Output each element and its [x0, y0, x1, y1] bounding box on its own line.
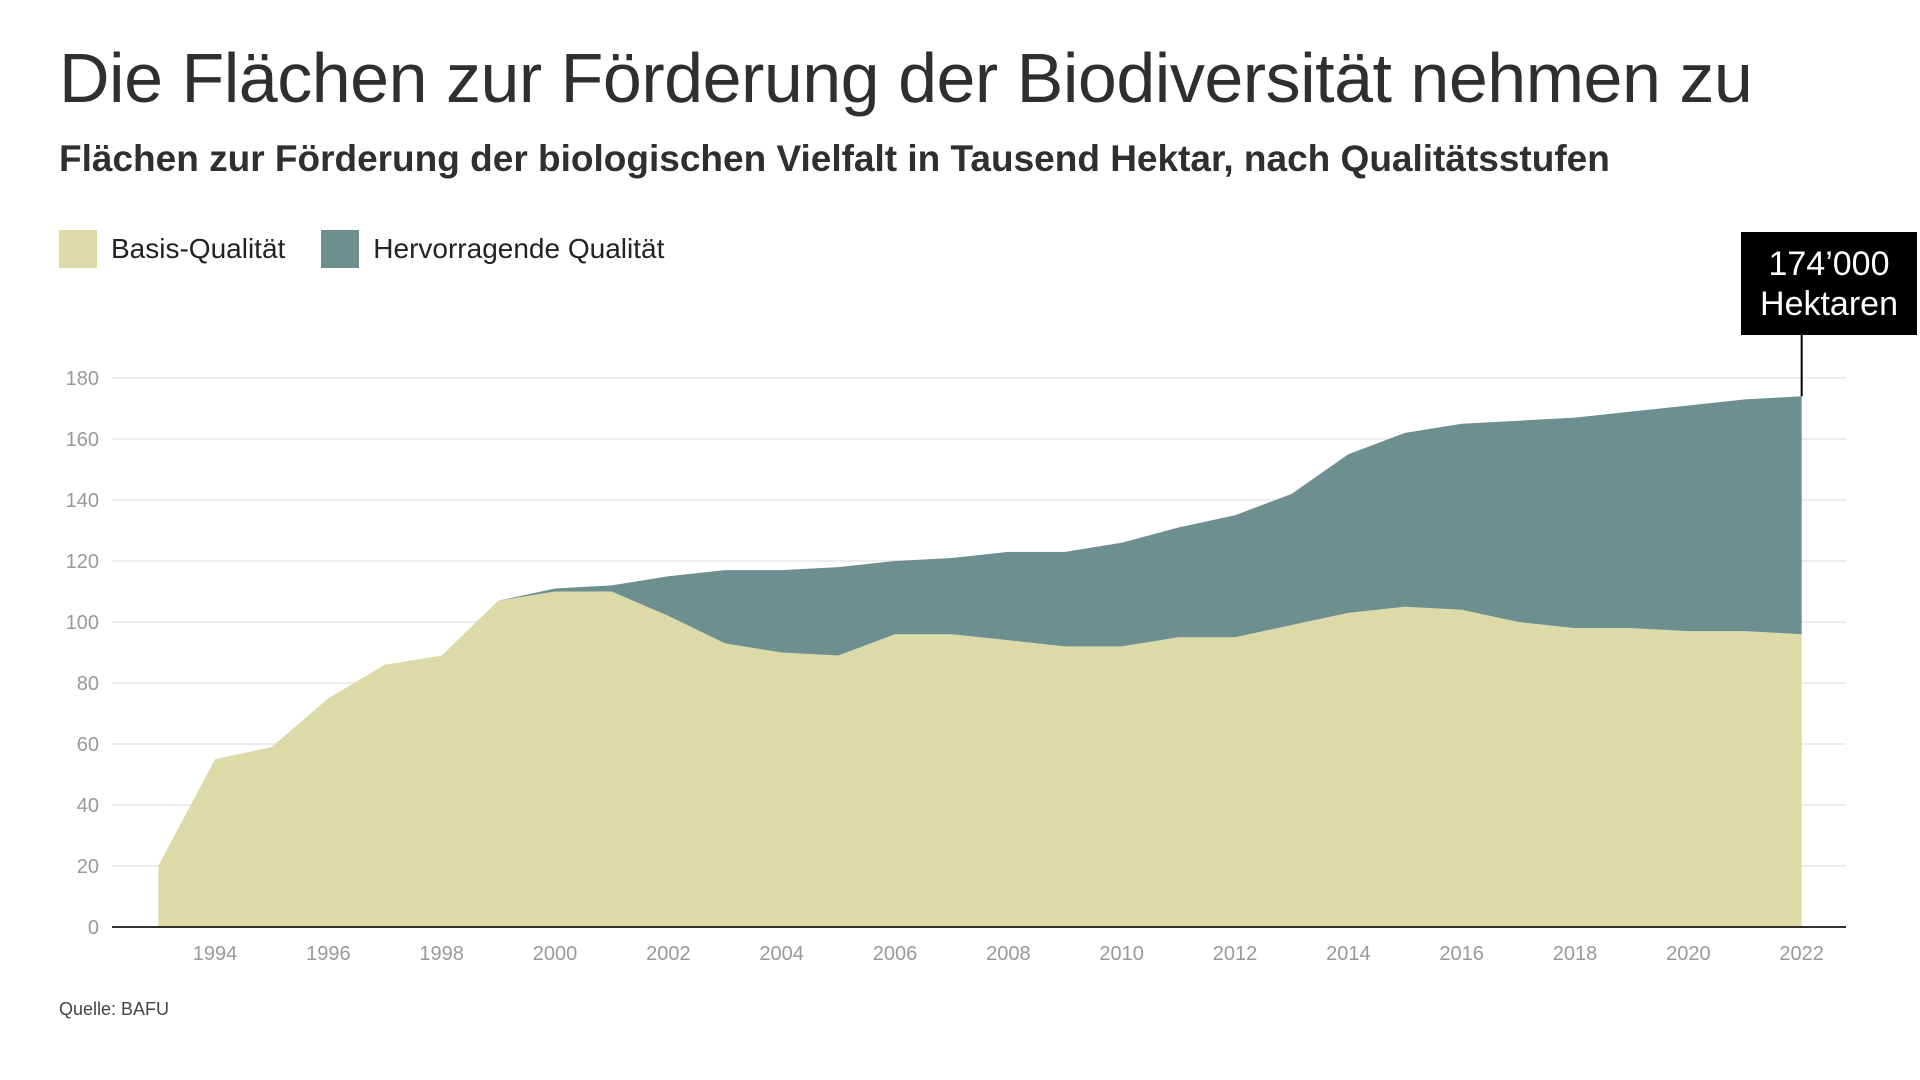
y-tick-label-100: 100	[66, 612, 99, 634]
y-tick-label-20: 20	[77, 856, 99, 878]
y-tick-label-140: 140	[66, 490, 99, 512]
legend-item-basis: Basis-Qualität	[59, 230, 285, 268]
legend: Basis-Qualität Hervorragende Qualität	[59, 230, 664, 268]
area-hervorragende-qualitaet	[158, 396, 1802, 866]
legend-label-hervorragend: Hervorragende Qualität	[373, 233, 665, 264]
chart-title: Die Flächen zur Förderung der Biodiversi…	[59, 39, 1753, 117]
x-tick-label-1998: 1998	[419, 943, 464, 965]
legend-label-basis: Basis-Qualität	[111, 233, 286, 264]
y-tick-label-120: 120	[66, 551, 99, 573]
chart-subtitle: Flächen zur Förderung der biologischen V…	[59, 138, 1610, 179]
x-tick-label-2008: 2008	[986, 943, 1031, 965]
y-tick-label-60: 60	[77, 734, 99, 756]
x-tick-label-1996: 1996	[306, 943, 351, 965]
y-tick-label-0: 0	[88, 917, 99, 939]
x-tick-label-2022: 2022	[1779, 943, 1824, 965]
x-tick-label-2006: 2006	[873, 943, 918, 965]
source-note: Quelle: BAFU	[59, 999, 170, 1019]
x-tick-label-2018: 2018	[1553, 943, 1598, 965]
x-tick-label-2016: 2016	[1439, 943, 1484, 965]
x-tick-label-2012: 2012	[1213, 943, 1258, 965]
y-tick-label-180: 180	[66, 368, 99, 390]
legend-item-hervorragend: Hervorragende Qualität	[321, 230, 664, 268]
total-callout: 174’000 Hektaren	[1741, 232, 1917, 335]
x-tick-label-2000: 2000	[533, 943, 578, 965]
callout-unit: Hektaren	[1760, 284, 1898, 323]
x-tick-label-1994: 1994	[193, 943, 238, 965]
x-tick-label-2014: 2014	[1326, 943, 1371, 965]
callout-value: 174’000	[1768, 244, 1890, 283]
legend-swatch-hervorragend	[321, 230, 360, 268]
area-basis-qualitaet	[158, 591, 1802, 927]
x-tick-label-2020: 2020	[1666, 943, 1711, 965]
axis-layer	[112, 335, 1846, 928]
y-tick-label-160: 160	[66, 429, 99, 451]
area-layer	[158, 396, 1802, 927]
y-tick-label-80: 80	[77, 673, 99, 695]
x-tick-label-2010: 2010	[1099, 943, 1144, 965]
x-tick-label-2002: 2002	[646, 943, 691, 965]
label-layer: 0 20 40 60 80 100 120 140 160 180 1994 1996 1998 2000…	[66, 368, 1824, 965]
legend-swatch-basis	[59, 230, 97, 268]
y-tick-label-40: 40	[77, 795, 99, 817]
x-tick-label-2004: 2004	[759, 943, 804, 965]
